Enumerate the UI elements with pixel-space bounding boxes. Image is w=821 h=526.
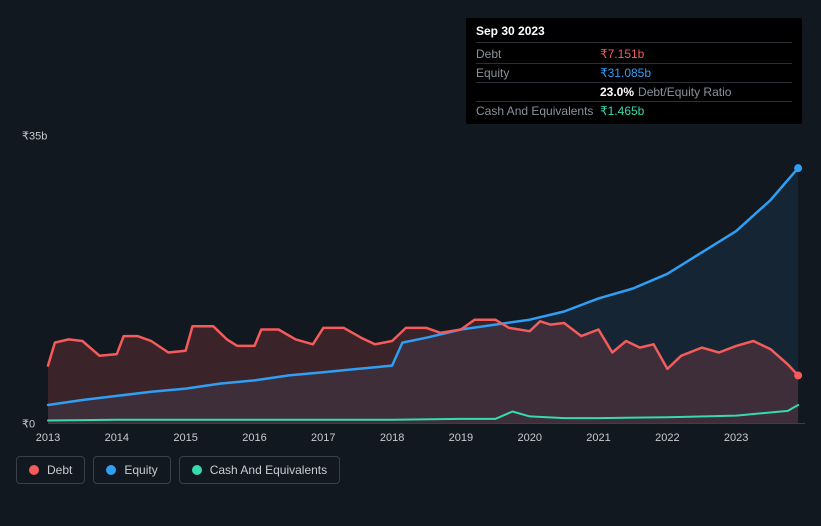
- tooltip-row-ratio: 23.0% Debt/Equity Ratio: [476, 83, 792, 102]
- legend-swatch-cash: [192, 465, 202, 475]
- tooltip-row-equity: Equity ₹31.085b: [476, 64, 792, 83]
- tooltip-equity-label: Equity: [476, 66, 600, 80]
- x-tick: 2018: [380, 432, 404, 444]
- x-tick: 2013: [36, 432, 60, 444]
- chart-legend: Debt Equity Cash And Equivalents: [16, 456, 340, 484]
- tooltip-cash-value: ₹1.465b: [600, 104, 644, 118]
- chart-svg: [48, 136, 805, 423]
- tooltip-ratio-value: 23.0%: [600, 85, 634, 99]
- tooltip-ratio-spacer: [476, 85, 600, 99]
- y-tick-max: ₹35b: [22, 130, 47, 143]
- x-tick: 2022: [655, 432, 679, 444]
- x-tick: 2023: [724, 432, 748, 444]
- legend-item-debt[interactable]: Debt: [16, 456, 85, 484]
- x-tick: 2017: [311, 432, 335, 444]
- legend-item-equity[interactable]: Equity: [93, 456, 170, 484]
- x-axis: 2013201420152016201720182019202020212022…: [48, 428, 805, 448]
- chart-tooltip: Sep 30 2023 Debt ₹7.151b Equity ₹31.085b…: [466, 18, 802, 124]
- tooltip-row-debt: Debt ₹7.151b: [476, 45, 792, 64]
- legend-label-debt: Debt: [47, 463, 72, 477]
- chart-container: Sep 30 2023 Debt ₹7.151b Equity ₹31.085b…: [0, 0, 821, 526]
- tooltip-debt-value: ₹7.151b: [600, 47, 644, 61]
- tooltip-debt-label: Debt: [476, 47, 600, 61]
- x-tick: 2014: [105, 432, 129, 444]
- x-tick: 2015: [173, 432, 197, 444]
- legend-label-cash: Cash And Equivalents: [210, 463, 327, 477]
- y-tick-zero: ₹0: [22, 418, 35, 431]
- tooltip-equity-value: ₹31.085b: [600, 66, 651, 80]
- tooltip-cash-label: Cash And Equivalents: [476, 104, 600, 118]
- x-tick: 2019: [449, 432, 473, 444]
- tooltip-ratio-label: Debt/Equity Ratio: [638, 85, 731, 99]
- x-tick: 2020: [517, 432, 541, 444]
- tooltip-ratio: 23.0% Debt/Equity Ratio: [600, 85, 731, 99]
- x-tick: 2016: [242, 432, 266, 444]
- legend-label-equity: Equity: [124, 463, 157, 477]
- legend-swatch-equity: [106, 465, 116, 475]
- chart-plot[interactable]: [48, 136, 805, 424]
- legend-swatch-debt: [29, 465, 39, 475]
- tooltip-date: Sep 30 2023: [476, 24, 792, 43]
- tooltip-row-cash: Cash And Equivalents ₹1.465b: [476, 102, 792, 120]
- x-tick: 2021: [586, 432, 610, 444]
- legend-item-cash[interactable]: Cash And Equivalents: [179, 456, 340, 484]
- chart-area: ₹35b ₹0 2013 2014 2015 2016 2017 2018 2019 2020…: [16, 124, 805, 488]
